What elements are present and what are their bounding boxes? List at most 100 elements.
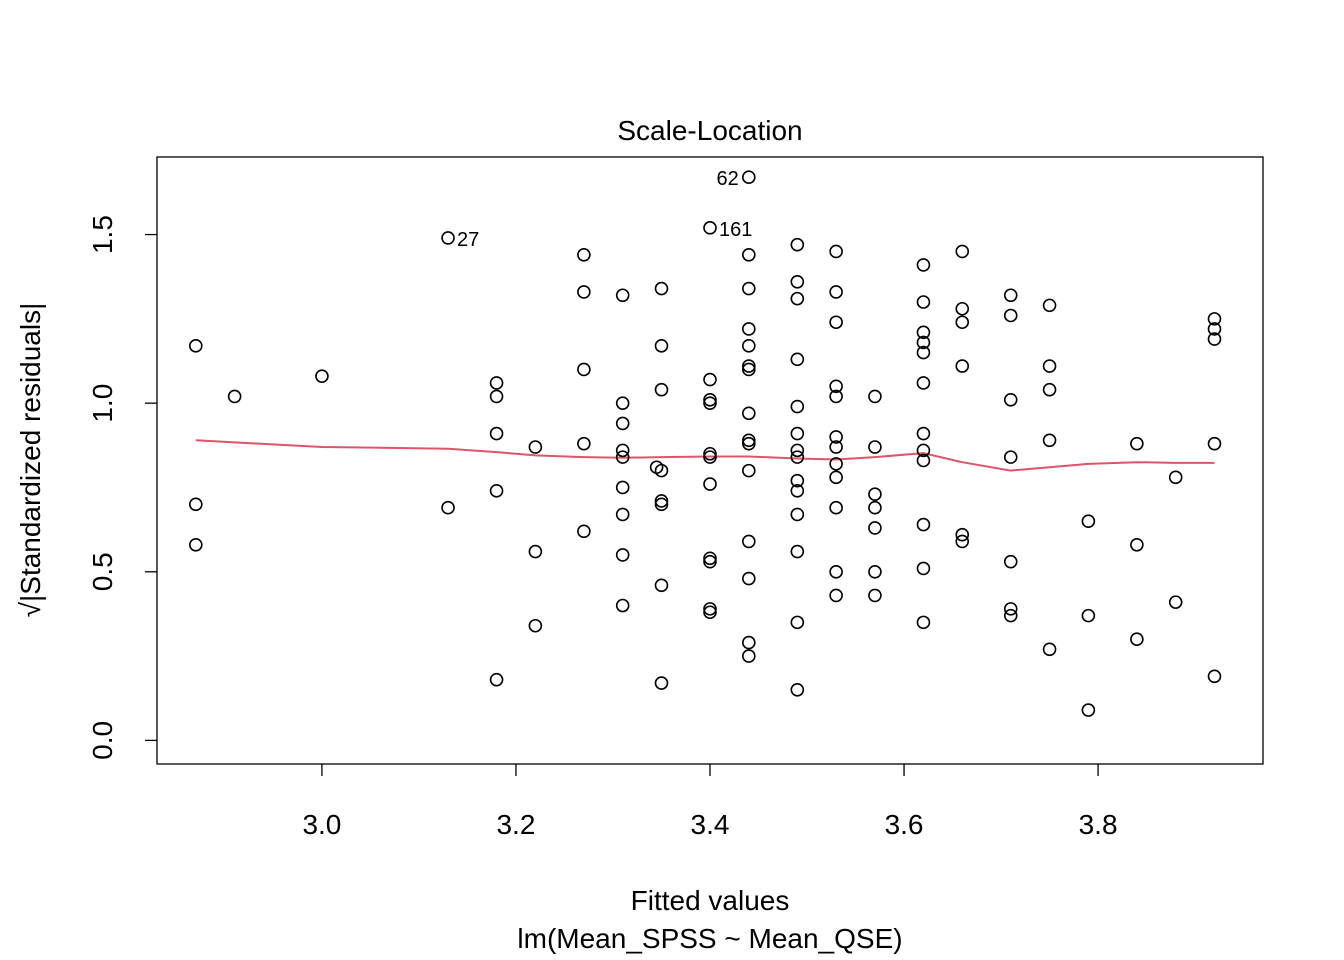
data-point: [615, 548, 630, 562]
data-point: [615, 396, 630, 410]
data-point: [790, 544, 805, 559]
data-point: [829, 315, 843, 330]
data-point: [790, 426, 805, 441]
data-point: [1003, 602, 1018, 616]
y-axis: 0.0 0.5 1.0 1.5: [87, 215, 157, 760]
data-point: [1003, 608, 1018, 623]
data-point: [742, 433, 756, 448]
data-point: [654, 463, 669, 478]
data-point: [615, 480, 630, 495]
data-point: [916, 295, 931, 309]
data-point: [654, 281, 669, 296]
data-point: [790, 473, 805, 488]
x-tick-label: 3.0: [302, 809, 341, 840]
data-point: [742, 170, 756, 185]
data-point: [742, 281, 756, 296]
data-point: [577, 285, 591, 299]
data-point: [916, 453, 931, 468]
data-point: [1207, 332, 1222, 346]
data-point: [916, 345, 931, 360]
data-point: [703, 605, 717, 620]
data-point: [227, 389, 242, 404]
data-point: [441, 500, 455, 515]
data-point: [742, 635, 756, 650]
data-point: [829, 457, 843, 471]
data-point: [790, 683, 805, 697]
data-point: [790, 274, 805, 289]
data-point: [315, 369, 329, 383]
y-tick-label: 1.5: [87, 215, 118, 254]
chart-subtitle: lm(Mean_SPSS ~ Mean_QSE): [517, 923, 902, 954]
data-point: [1081, 703, 1096, 717]
x-tick-label: 3.6: [885, 809, 924, 840]
data-point: [1207, 312, 1222, 326]
data-point: [955, 301, 970, 316]
data-point: [1042, 382, 1057, 397]
data-point: [829, 244, 843, 259]
data-point: [1168, 470, 1183, 485]
data-point: [528, 544, 543, 559]
smooth-line: [195, 439, 1215, 472]
data-point: [742, 649, 756, 663]
data-point: [829, 500, 843, 515]
point-label: 27: [457, 229, 479, 251]
data-point: [868, 487, 882, 502]
data-point: [742, 247, 756, 262]
data-point: [577, 436, 591, 451]
data-point: [1130, 538, 1144, 552]
data-point: [829, 440, 843, 454]
data-point: [654, 339, 669, 353]
data-point: [703, 477, 717, 491]
data-point: [654, 578, 669, 593]
data-point: [1081, 608, 1096, 623]
data-point: [577, 524, 591, 539]
data-point: [703, 554, 717, 569]
data-point: [916, 561, 931, 576]
data-point: [1207, 436, 1222, 451]
data-point: [790, 291, 805, 306]
data-point: [829, 564, 843, 579]
data-point: [955, 315, 970, 330]
data-point: [703, 450, 717, 464]
data-point: [703, 372, 717, 387]
data-point: [916, 426, 931, 441]
data-point: [1003, 308, 1018, 323]
x-axis: 3.0 3.2 3.4 3.6 3.8: [302, 764, 1118, 840]
data-point: [829, 470, 843, 485]
data-point: [829, 379, 843, 394]
data-point: [489, 484, 504, 498]
data-point: [955, 244, 970, 259]
data-point: [489, 389, 504, 404]
data-point: [742, 534, 756, 549]
point-label: 161: [719, 219, 752, 241]
chart-title: Scale-Location: [617, 115, 802, 146]
data-point: [742, 359, 756, 373]
data-point: [1081, 514, 1096, 529]
data-point: [703, 392, 717, 407]
data-point: [916, 517, 931, 532]
data-point: [916, 443, 931, 458]
data-point: [1042, 642, 1057, 657]
data-point: [1042, 359, 1057, 373]
y-tick-label: 0.0: [87, 721, 118, 760]
data-point: [868, 440, 882, 454]
data-point: [703, 446, 717, 461]
data-point: [916, 376, 931, 390]
data-point: [742, 362, 756, 377]
data-point: [829, 430, 843, 444]
data-point: [955, 527, 970, 542]
data-point: [703, 602, 717, 616]
data-point: [868, 588, 882, 603]
data-point: [1003, 392, 1018, 407]
data-point: [654, 494, 669, 508]
x-tick-label: 3.2: [496, 809, 535, 840]
point-labels-layer: 27 161 62: [457, 168, 752, 251]
y-tick-label: 0.5: [87, 552, 118, 591]
data-point: [742, 339, 756, 353]
data-point: [1168, 595, 1183, 609]
data-point: [1042, 433, 1057, 448]
data-point: [1207, 669, 1222, 684]
data-point: [615, 450, 630, 464]
data-point: [489, 376, 504, 390]
